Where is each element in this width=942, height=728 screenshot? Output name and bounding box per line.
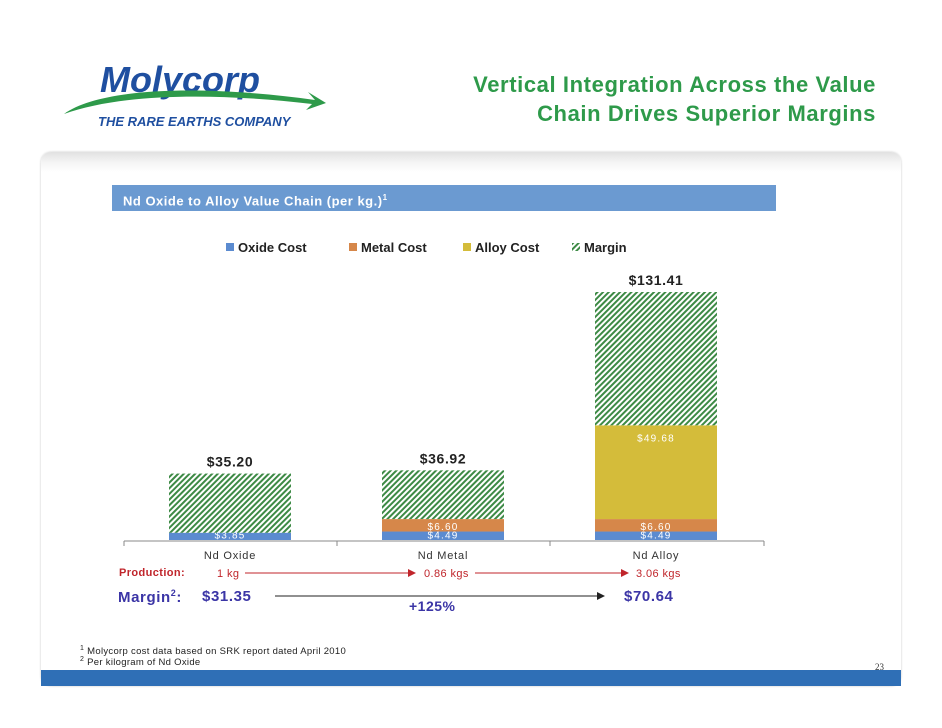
- slide-title-line-2: Chain Drives Superior Margins: [537, 101, 876, 126]
- content-panel: [41, 152, 901, 686]
- logo-swoosh-icon: [64, 90, 326, 114]
- footnote-2-number: 2: [80, 656, 85, 663]
- margin-label-colon: :: [176, 589, 182, 606]
- x-tick-label-nd-metal: Nd Metal: [418, 550, 468, 562]
- production-value-metal: 0.86 kgs: [424, 568, 469, 580]
- margin-label-text: Margin: [118, 589, 171, 606]
- slide-title: Vertical Integration Across the Value Ch…: [473, 70, 876, 128]
- data-label-nd-metal-metal-cost: $6.60: [427, 522, 458, 533]
- legend-swatch-margin: [572, 243, 580, 251]
- legend-label-alloy-cost: Alloy Cost: [475, 240, 540, 255]
- footnote-1-text: Molycorp cost data based on SRK report d…: [87, 646, 347, 658]
- data-label-nd-alloy-metal-cost: $6.60: [640, 522, 671, 533]
- legend-swatch-oxide-cost: [226, 243, 234, 251]
- total-label-nd-oxide: $35.20: [207, 454, 253, 470]
- margin-label-footnote-ref: 2: [170, 588, 177, 598]
- total-label-nd-metal: $36.92: [420, 450, 466, 466]
- section-header-footnote-ref: 1: [382, 193, 388, 202]
- bar-segment-nd-alloy-alloy-cost: [595, 425, 717, 520]
- chart-bars: $3.85$35.20$4.49$6.60$36.92$4.49$6.60$49…: [169, 272, 717, 542]
- footnote-1-number: 1: [80, 645, 85, 652]
- chart-legend: Oxide Cost Metal Cost Alloy Cost Margin: [226, 240, 627, 255]
- bar-segment-nd-alloy-oxide-cost: [595, 531, 717, 540]
- logo-tagline: THE RARE EARTHS COMPANY: [98, 114, 292, 129]
- bar-segment-nd-metal-oxide-cost: [382, 531, 504, 540]
- bar-segment-nd-oxide-oxide-cost: [169, 532, 291, 540]
- legend-swatch-alloy-cost: [463, 243, 471, 251]
- total-label-nd-alloy: $131.41: [629, 272, 684, 288]
- bar-segment-nd-alloy-metal-cost: [595, 519, 717, 532]
- legend-label-margin: Margin: [584, 240, 627, 255]
- bar-segment-nd-metal-margin: [382, 470, 504, 520]
- production-value-alloy: 3.06 kgs: [636, 568, 681, 580]
- production-value-oxide: 1 kg: [217, 568, 240, 580]
- production-arrow-1-head-icon: [408, 569, 416, 577]
- x-tick-label-nd-alloy: Nd Alloy: [633, 550, 680, 562]
- margin-end-value: $70.64: [624, 588, 674, 605]
- margin-label: Margin2:: [118, 588, 182, 606]
- footnote-2: 2 Per kilogram of Nd Oxide: [80, 656, 200, 668]
- page-number: 23: [875, 662, 884, 672]
- section-header-text: Nd Oxide to Alloy Value Chain (per kg.): [123, 193, 383, 209]
- footnote-1: 1 Molycorp cost data based on SRK report…: [80, 645, 346, 657]
- production-label: Production:: [119, 567, 186, 579]
- production-arrow-2-head-icon: [621, 569, 629, 577]
- molycorp-logo: Molycorp THE RARE EARTHS COMPANY: [64, 59, 326, 129]
- section-header: Nd Oxide to Alloy Value Chain (per kg.)1: [112, 185, 776, 211]
- data-label-nd-alloy-oxide-cost: $4.49: [640, 531, 671, 542]
- margin-growth: +125%: [409, 598, 456, 614]
- data-label-nd-metal-oxide-cost: $4.49: [427, 531, 458, 542]
- margin-start-value: $31.35: [202, 588, 252, 605]
- x-tick-label-nd-oxide: Nd Oxide: [204, 550, 256, 562]
- data-label-nd-oxide-oxide-cost: $3.85: [214, 531, 245, 542]
- legend-label-metal-cost: Metal Cost: [361, 240, 427, 255]
- legend-swatch-metal-cost: [349, 243, 357, 251]
- margin-arrow-head-icon: [597, 592, 605, 600]
- slide-title-line-1: Vertical Integration Across the Value: [473, 72, 876, 97]
- x-axis-ticks: Nd Oxide Nd Metal Nd Alloy: [123, 541, 765, 562]
- bar-segment-nd-oxide-margin: [169, 473, 291, 533]
- legend-label-oxide-cost: Oxide Cost: [238, 240, 307, 255]
- bar-segment-nd-alloy-margin: [595, 292, 717, 426]
- footnote-2-text: Per kilogram of Nd Oxide: [87, 657, 201, 669]
- data-label-nd-alloy-alloy-cost: $49.68: [637, 433, 675, 444]
- panel-bottom-bar: [41, 670, 901, 686]
- bar-segment-nd-metal-metal-cost: [382, 519, 504, 532]
